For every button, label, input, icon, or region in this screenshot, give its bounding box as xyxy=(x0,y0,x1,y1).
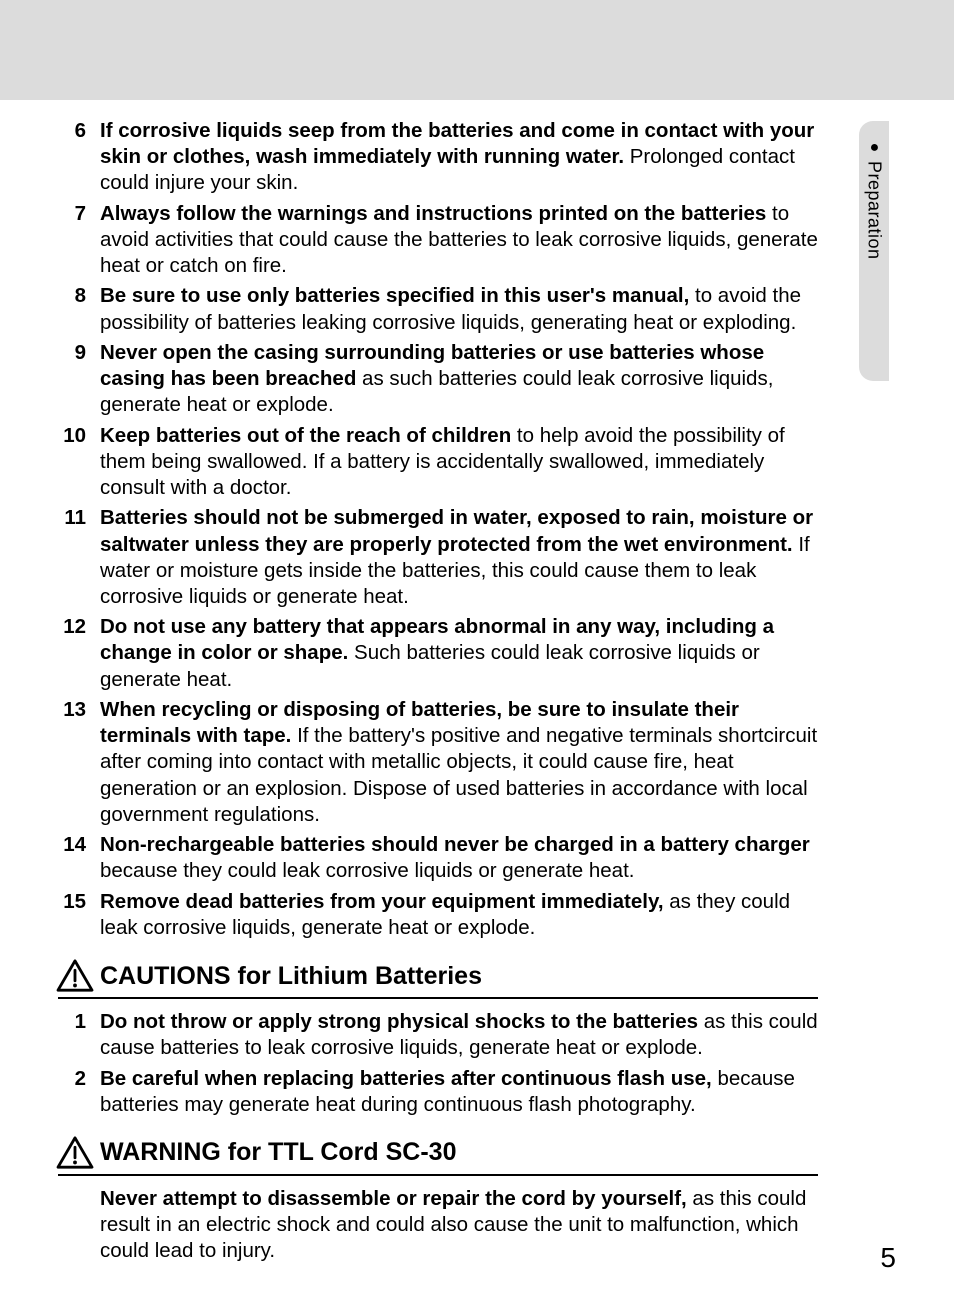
side-tab-preparation: ● Preparation xyxy=(859,121,889,381)
item-number: 9 xyxy=(58,340,100,419)
main-list: 6If corrosive liquids seep from the batt… xyxy=(58,118,818,941)
item-number: 8 xyxy=(58,283,100,335)
item-body: Do not use any battery that appears abno… xyxy=(100,614,818,693)
item-body: If corrosive liquids seep from the batte… xyxy=(100,118,818,197)
section-warning: WARNING for TTL Cord SC-30 Never attempt… xyxy=(58,1136,818,1265)
cautions-list: 1Do not throw or apply strong physical s… xyxy=(58,1009,818,1118)
list-item: 9Never open the casing surrounding batte… xyxy=(58,340,818,419)
list-item: 10Keep batteries out of the reach of chi… xyxy=(58,423,818,502)
item-body: Non-rechargeable batteries should never … xyxy=(100,832,818,884)
item-bold: Non-rechargeable batteries should never … xyxy=(100,833,810,856)
list-item: 14Non-rechargeable batteries should neve… xyxy=(58,832,818,884)
item-number: 14 xyxy=(58,832,100,884)
item-number: 10 xyxy=(58,423,100,502)
list-item: 12Do not use any battery that appears ab… xyxy=(58,614,818,693)
section-cautions: CAUTIONS for Lithium Batteries 1Do not t… xyxy=(58,959,818,1118)
warning-icon xyxy=(56,959,96,993)
side-tab-bullet: ● xyxy=(865,139,883,157)
list-item: 1Do not throw or apply strong physical s… xyxy=(58,1009,818,1061)
item-number: 11 xyxy=(58,505,100,610)
item-number: 15 xyxy=(58,889,100,941)
item-body: Always follow the warnings and instructi… xyxy=(100,201,818,280)
item-bold: Do not throw or apply strong physical sh… xyxy=(100,1010,698,1033)
item-number: 7 xyxy=(58,201,100,280)
top-banner xyxy=(0,0,954,100)
item-bold: Never attempt to disassemble or repair t… xyxy=(100,1187,687,1210)
item-body: When recycling or disposing of batteries… xyxy=(100,697,818,828)
item-bold: Batteries should not be submerged in wat… xyxy=(100,506,813,555)
list-item: 15Remove dead batteries from your equipm… xyxy=(58,889,818,941)
item-body: Never open the casing surrounding batter… xyxy=(100,340,818,419)
item-body: Remove dead batteries from your equipmen… xyxy=(100,889,818,941)
item-body: Do not throw or apply strong physical sh… xyxy=(100,1009,818,1061)
item-body: Be careful when replacing batteries afte… xyxy=(100,1066,818,1118)
list-item: 7Always follow the warnings and instruct… xyxy=(58,201,818,280)
warning-list: Never attempt to disassemble or repair t… xyxy=(58,1186,818,1265)
side-tab-text: Preparation xyxy=(864,161,885,260)
list-item: 6If corrosive liquids seep from the batt… xyxy=(58,118,818,197)
item-body: Be sure to use only batteries specified … xyxy=(100,283,818,335)
item-bold: Keep batteries out of the reach of child… xyxy=(100,424,511,447)
page-content: 6If corrosive liquids seep from the batt… xyxy=(58,118,818,1269)
section-warning-header: WARNING for TTL Cord SC-30 xyxy=(58,1136,818,1176)
item-number: 1 xyxy=(58,1009,100,1061)
item-number xyxy=(58,1186,100,1265)
side-tab-label: ● Preparation xyxy=(864,139,885,259)
item-number: 2 xyxy=(58,1066,100,1118)
item-rest: because they could leak corrosive liquid… xyxy=(100,859,634,882)
item-body: Batteries should not be submerged in wat… xyxy=(100,505,818,610)
list-item: 2Be careful when replacing batteries aft… xyxy=(58,1066,818,1118)
list-item: 13When recycling or disposing of batteri… xyxy=(58,697,818,828)
warning-icon xyxy=(56,1136,96,1170)
item-bold: Remove dead batteries from your equipmen… xyxy=(100,890,664,913)
list-item: 11Batteries should not be submerged in w… xyxy=(58,505,818,610)
list-item: Never attempt to disassemble or repair t… xyxy=(58,1186,818,1265)
item-bold: Always follow the warnings and instructi… xyxy=(100,202,766,225)
item-number: 6 xyxy=(58,118,100,197)
section-warning-title: WARNING for TTL Cord SC-30 xyxy=(100,1138,456,1167)
page-number: 5 xyxy=(880,1242,896,1274)
list-item: 8Be sure to use only batteries specified… xyxy=(58,283,818,335)
item-body: Never attempt to disassemble or repair t… xyxy=(100,1186,818,1265)
section-cautions-title: CAUTIONS for Lithium Batteries xyxy=(100,962,482,991)
item-bold: Be sure to use only batteries specified … xyxy=(100,284,689,307)
item-body: Keep batteries out of the reach of child… xyxy=(100,423,818,502)
item-number: 12 xyxy=(58,614,100,693)
section-cautions-header: CAUTIONS for Lithium Batteries xyxy=(58,959,818,999)
item-bold: Be careful when replacing batteries afte… xyxy=(100,1067,712,1090)
item-number: 13 xyxy=(58,697,100,828)
